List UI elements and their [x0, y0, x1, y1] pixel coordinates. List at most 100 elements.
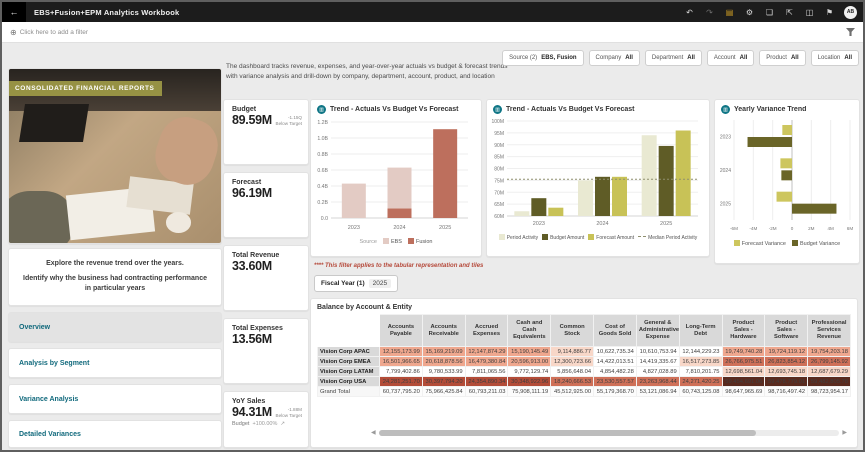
column-header-accrued-expenses[interactable]: Accrued Expenses	[464, 314, 509, 347]
chart-actuals-budget-forecast-grouped[interactable]: ▥ Trend - Actuals Vs Budget Vs Forecast …	[486, 99, 710, 257]
table-cell[interactable]: 7,799,402.86	[379, 366, 423, 377]
column-header-product-sales-software[interactable]: Product Sales - Software	[764, 314, 809, 347]
table-cell[interactable]: 7,811,065.56	[464, 366, 509, 377]
column-header-long-term-debt[interactable]: Long-Term Debt	[678, 314, 723, 347]
table-cell[interactable]: 18,240,666.53	[550, 376, 595, 387]
table-cell[interactable]: 4,827,028.89	[635, 366, 680, 377]
table-cell[interactable]: 23,530,557.57	[593, 376, 637, 387]
table-row-grand-total[interactable]: Grand Total 60,737,795.20 75,966,425.84 60,…	[317, 386, 851, 397]
legend-item-forecast-variance[interactable]: Forecast Variance	[733, 240, 786, 247]
scrollbar-thumb[interactable]	[378, 430, 757, 436]
kpi-tile-total-revenue[interactable]: Total Revenue 33.60M	[223, 245, 309, 311]
table-cell[interactable]: 20,596,913.00	[507, 356, 552, 367]
filter-pill-department[interactable]: Department All	[644, 50, 702, 66]
row-label[interactable]: Vision Corp USA	[317, 376, 380, 387]
redo-icon[interactable]: ↷	[706, 7, 713, 17]
fiscal-year-filter[interactable]: Fiscal Year (1) 2025	[314, 275, 399, 292]
kpi-tile-yoy-sales[interactable]: YoY Sales 94.31M -1.88M Below Target Budget +…	[223, 391, 309, 448]
column-header-professional-services-revenue[interactable]: Professional Services Revenue	[807, 314, 851, 347]
chart3-plot[interactable]: -6M -4M -2M 0 2M 4M 6M 2023 2024 2025	[715, 116, 853, 234]
column-header-cash-and-cash-equivalents[interactable]: Cash and Cash Equivalents	[507, 314, 552, 347]
table-cell[interactable]: 59,478,779.01	[764, 376, 809, 387]
filter-pill-company[interactable]: Company All	[588, 50, 640, 66]
table-cell[interactable]: 10,610,753.94	[635, 346, 680, 357]
chart-actuals-budget-forecast-stacked[interactable]: ▥ Trend - Actuals Vs Budget Vs Forecast …	[310, 99, 482, 257]
legend-item-budget-amount[interactable]: Budget Amount	[542, 234, 584, 241]
table-cell[interactable]: 59,454,691.06	[721, 376, 766, 387]
row-label[interactable]: Vision Corp APAC	[317, 346, 380, 357]
table-cell[interactable]: 30,348,922.96	[507, 376, 552, 387]
comment-icon[interactable]: ❏	[765, 7, 774, 17]
save-icon[interactable]: ▤	[725, 7, 734, 17]
legend-item-median-period-activity[interactable]: Median Period Activity	[638, 235, 697, 241]
table-cell[interactable]: 19,749,740.28	[721, 346, 766, 357]
legend-item-period-activity[interactable]: Period Activity	[498, 234, 538, 241]
table-cell[interactable]: 98,716,497.42	[764, 386, 809, 397]
scroll-left-icon[interactable]: ◀	[371, 430, 376, 436]
table-cell[interactable]: 75,966,425.84	[421, 386, 466, 397]
table-cell[interactable]: 24,281,251.70	[379, 376, 423, 387]
table-cell[interactable]: 15,169,219.09	[421, 346, 466, 357]
chart1-plot[interactable]: 0.0 0.2B 0.4B 0.6B 0.8B 1.0B 1.2B 2023 2024 2025	[311, 116, 472, 232]
table-cell[interactable]: 10,622,735.34	[593, 346, 637, 357]
row-label[interactable]: Vision Corp EMEA	[317, 356, 380, 367]
table-cell[interactable]: 53,121,086.94	[635, 386, 680, 397]
table-cell[interactable]: 19,754,203.18	[807, 346, 851, 357]
export-icon[interactable]: ⇱	[786, 7, 793, 17]
sidebar-item-variance-analysis[interactable]: Variance Analysis	[8, 384, 222, 414]
table-cell[interactable]: 9,772,129.74	[507, 366, 552, 377]
table-cell[interactable]: 12,147,874.29	[464, 346, 509, 357]
column-header-cost-of-goods-sold[interactable]: Cost of Goods Sold	[593, 314, 637, 347]
gear-icon[interactable]: ⚙	[745, 7, 754, 17]
chart-yearly-variance-trend[interactable]: ▥ Yearly Variance Trend -6M -4M -2M 0 2M 4M 6M…	[714, 99, 860, 264]
table-row-vision-corp-emea[interactable]: Vision Corp EMEA 16,501,966.65 20,618,878.…	[317, 356, 851, 367]
filter-pill-product[interactable]: Product All	[759, 50, 806, 66]
bookmark-icon[interactable]: ⚑	[825, 7, 834, 17]
table-cell[interactable]: 98,723,954.17	[807, 386, 851, 397]
table-cell[interactable]: 75,908,111.19	[507, 386, 552, 397]
table-cell[interactable]: 26,823,854.12	[764, 356, 809, 367]
table-cell[interactable]: 12,144,229.23	[678, 346, 723, 357]
table-cell[interactable]: 16,479,380.84	[464, 356, 509, 367]
legend-item-ebs[interactable]: EBS	[382, 238, 402, 245]
table-cell[interactable]: 5,856,648.04	[550, 366, 595, 377]
table-cell[interactable]: 30,397,794.20	[421, 376, 466, 387]
table-cell[interactable]: 23,263,968.44	[635, 376, 680, 387]
table-cell[interactable]: 59,482,805.78	[807, 376, 851, 387]
kpi-tile-budget[interactable]: Budget 89.59M -1.15Q Below Target	[223, 99, 309, 165]
table-cell[interactable]: 26,766,975.51	[721, 356, 766, 367]
table-cell[interactable]: 19,724,119.12	[764, 346, 809, 357]
table-cell[interactable]: 98,647,965.69	[721, 386, 766, 397]
table-cell[interactable]: 20,618,878.56	[421, 356, 466, 367]
add-filter-button[interactable]: ⊕ Click here to add a filter	[10, 28, 88, 37]
row-label[interactable]: Grand Total	[317, 386, 380, 397]
table-row-vision-corp-latam[interactable]: Vision Corp LATAM 7,799,402.86 9,780,533.9…	[317, 366, 851, 377]
scrollbar-track[interactable]	[378, 430, 840, 436]
column-header-product-sales-hardware[interactable]: Product Sales - Hardware	[721, 314, 766, 347]
filter-pill-source-2[interactable]: Source (2) EBS, Fusion	[502, 50, 584, 66]
horizontal-scrollbar[interactable]: ◀ ▶	[371, 429, 847, 437]
kpi-tile-total-expenses[interactable]: Total Expenses 13.56M	[223, 318, 309, 384]
table-cell[interactable]: 12,693,745.18	[764, 366, 809, 377]
column-header-accounts-payable[interactable]: Accounts Payable	[379, 314, 423, 347]
table-cell[interactable]: 45,512,925.00	[550, 386, 595, 397]
filter-pill-location[interactable]: Location All	[810, 50, 859, 66]
sidebar-item-detailed-variances[interactable]: Detailed Variances	[8, 420, 222, 448]
table-cell[interactable]: 12,300,723.66	[550, 356, 595, 367]
legend-item-forecast-amount[interactable]: Forecast Amount	[588, 234, 634, 241]
table-cell[interactable]: 4,854,482.28	[593, 366, 637, 377]
sidebar-item-analysis-by-segment[interactable]: Analysis by Segment	[8, 348, 222, 378]
table-cell[interactable]: 26,799,145.92	[807, 356, 851, 367]
scroll-right-icon[interactable]: ▶	[842, 430, 847, 436]
filter-pill-account[interactable]: Account All	[706, 50, 755, 66]
filter-funnel-icon[interactable]	[846, 28, 855, 36]
table-cell[interactable]: 60,737,795.20	[379, 386, 423, 397]
table-cell[interactable]: 15,190,145.49	[507, 346, 552, 357]
table-cell[interactable]: 16,501,966.65	[379, 356, 423, 367]
table-cell[interactable]: 24,354,890.34	[464, 376, 509, 387]
table-row-vision-corp-apac[interactable]: Vision Corp APAC 12,155,173.99 15,169,219.…	[317, 346, 851, 357]
column-header-general-administrative-expense[interactable]: General & Administrative Expense	[635, 314, 680, 347]
table-cell[interactable]: 24,271,420.25	[678, 376, 723, 387]
legend-item-fusion[interactable]: Fusion	[407, 238, 432, 245]
table-cell[interactable]: 60,793,211.03	[464, 386, 509, 397]
